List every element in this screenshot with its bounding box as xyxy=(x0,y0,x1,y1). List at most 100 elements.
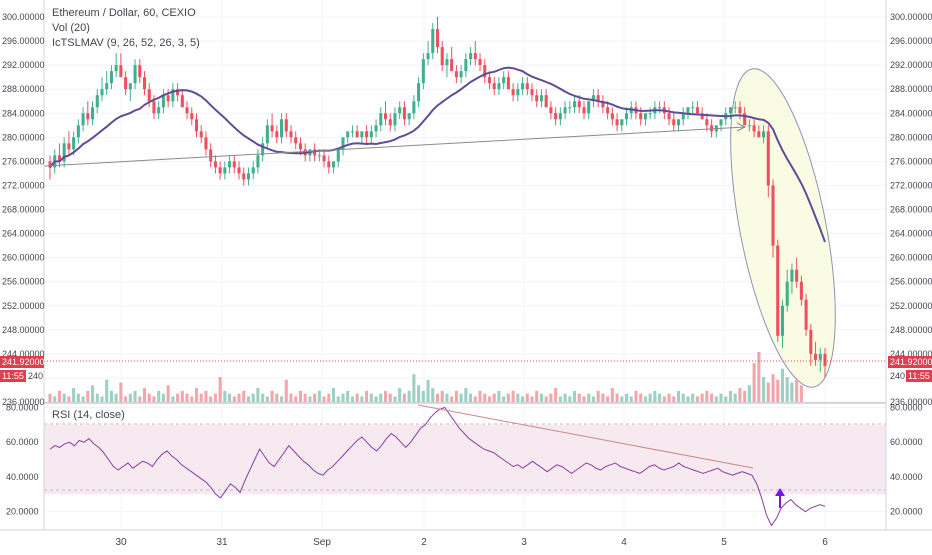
volume-bar xyxy=(554,388,558,402)
candle-body xyxy=(242,173,246,180)
candle-body xyxy=(393,113,397,126)
candle-body xyxy=(780,305,785,336)
legend-volume[interactable]: Vol (20) xyxy=(52,22,90,34)
right-price-tick: 292.00000 xyxy=(890,60,932,70)
volume-bar xyxy=(242,390,246,402)
volume-bar xyxy=(355,393,359,402)
candle-body xyxy=(232,161,236,168)
candle-body xyxy=(166,95,170,102)
candle-body xyxy=(710,125,714,132)
right-price-tick: 264.00000 xyxy=(890,229,932,239)
volume-bar xyxy=(568,396,572,402)
candle-body xyxy=(256,155,260,168)
candle-body xyxy=(284,119,288,132)
volume-bar xyxy=(383,390,388,402)
volume-bar xyxy=(695,396,699,402)
candle-body xyxy=(445,59,449,66)
volume-bar xyxy=(516,393,520,402)
support-trendline xyxy=(43,126,746,167)
candle-body xyxy=(128,83,132,90)
right-rsi-tick: 40.0000 xyxy=(890,472,923,482)
volume-bar xyxy=(525,393,529,402)
candle-body xyxy=(261,143,265,156)
volume-bar xyxy=(228,393,232,402)
candle-body xyxy=(643,113,647,120)
volume-bar xyxy=(539,393,543,402)
volume-bar xyxy=(454,390,458,402)
volume-bar xyxy=(733,393,737,402)
candle-body xyxy=(502,77,506,84)
candle-body xyxy=(402,107,406,120)
volume-bar xyxy=(691,393,695,402)
volume-bar xyxy=(327,393,331,402)
left-price-tick: 280.00000 xyxy=(2,132,45,142)
candle-body xyxy=(610,113,614,120)
volume-bar xyxy=(57,390,61,402)
right-price-tick: 272.00000 xyxy=(890,180,932,190)
volume-bar xyxy=(237,393,241,402)
candle-body xyxy=(624,113,629,120)
volume-bar xyxy=(128,393,132,402)
volume-bar xyxy=(294,396,298,402)
candle-body xyxy=(350,131,354,133)
candle-body xyxy=(676,119,681,126)
candle-body xyxy=(511,89,515,96)
legend-rsi[interactable]: RSI (14, close) xyxy=(52,409,125,421)
volume-bar xyxy=(270,390,274,402)
candle-body xyxy=(440,47,444,66)
volume-bar xyxy=(620,396,624,402)
candle-body xyxy=(554,113,558,120)
left-rsi-tick: 40.0000 xyxy=(6,472,39,482)
candle-body xyxy=(658,107,662,109)
candles xyxy=(48,17,827,378)
candle-body xyxy=(407,113,411,120)
candle-body xyxy=(270,125,274,132)
volume-bar xyxy=(795,379,799,402)
candle-body xyxy=(747,125,751,127)
volume-bar xyxy=(114,393,118,402)
left-price-tick: 284.00000 xyxy=(2,108,45,118)
volume-bar xyxy=(469,393,473,402)
volume-bar xyxy=(705,390,709,402)
right-price-tick: 276.00000 xyxy=(890,156,932,166)
right-price-tag-text: 241.92000 xyxy=(890,357,932,367)
legend-symbol[interactable]: Ethereum / Dollar, 60, CEXIO xyxy=(52,7,196,19)
candle-body xyxy=(48,161,52,168)
candle-body xyxy=(332,161,336,168)
candle-body xyxy=(695,107,699,114)
candle-body xyxy=(185,107,189,114)
candle-body xyxy=(67,143,71,150)
candle-body xyxy=(62,143,66,162)
right-price-tick: 256.00000 xyxy=(890,277,932,287)
legend-indicator[interactable]: IcTSLMAV (9, 26, 52, 26, 3, 5) xyxy=(52,37,200,49)
candle-body xyxy=(785,281,789,306)
candle-body xyxy=(138,65,142,78)
candle-body xyxy=(752,125,756,132)
candle-body xyxy=(237,167,241,174)
candle-body xyxy=(336,149,340,162)
left-price-tick: 236.00000 xyxy=(2,397,45,407)
candle-body xyxy=(341,137,345,150)
volume-bar xyxy=(204,390,208,402)
volume-bar xyxy=(426,379,430,402)
candle-body xyxy=(57,155,61,162)
candle-body xyxy=(157,107,161,114)
candle-body xyxy=(738,107,742,114)
rsi-legend: RSI (14, close) xyxy=(52,408,125,423)
volume-bar xyxy=(757,352,761,402)
volume-bar xyxy=(369,393,373,402)
volume-bar xyxy=(785,377,789,402)
candle-body xyxy=(265,125,269,144)
right-countdown-text: 11:55 xyxy=(908,371,930,381)
volume-bar xyxy=(218,377,222,402)
candle-body xyxy=(492,83,496,90)
volume-bar xyxy=(544,396,548,402)
candle-body xyxy=(398,107,402,114)
left-price-tick: 248.00000 xyxy=(2,325,45,335)
volume-bar xyxy=(100,396,104,402)
volume-bar xyxy=(232,396,236,402)
left-price-tag-text: 241.92000 xyxy=(2,357,45,367)
candle-body xyxy=(672,119,676,126)
